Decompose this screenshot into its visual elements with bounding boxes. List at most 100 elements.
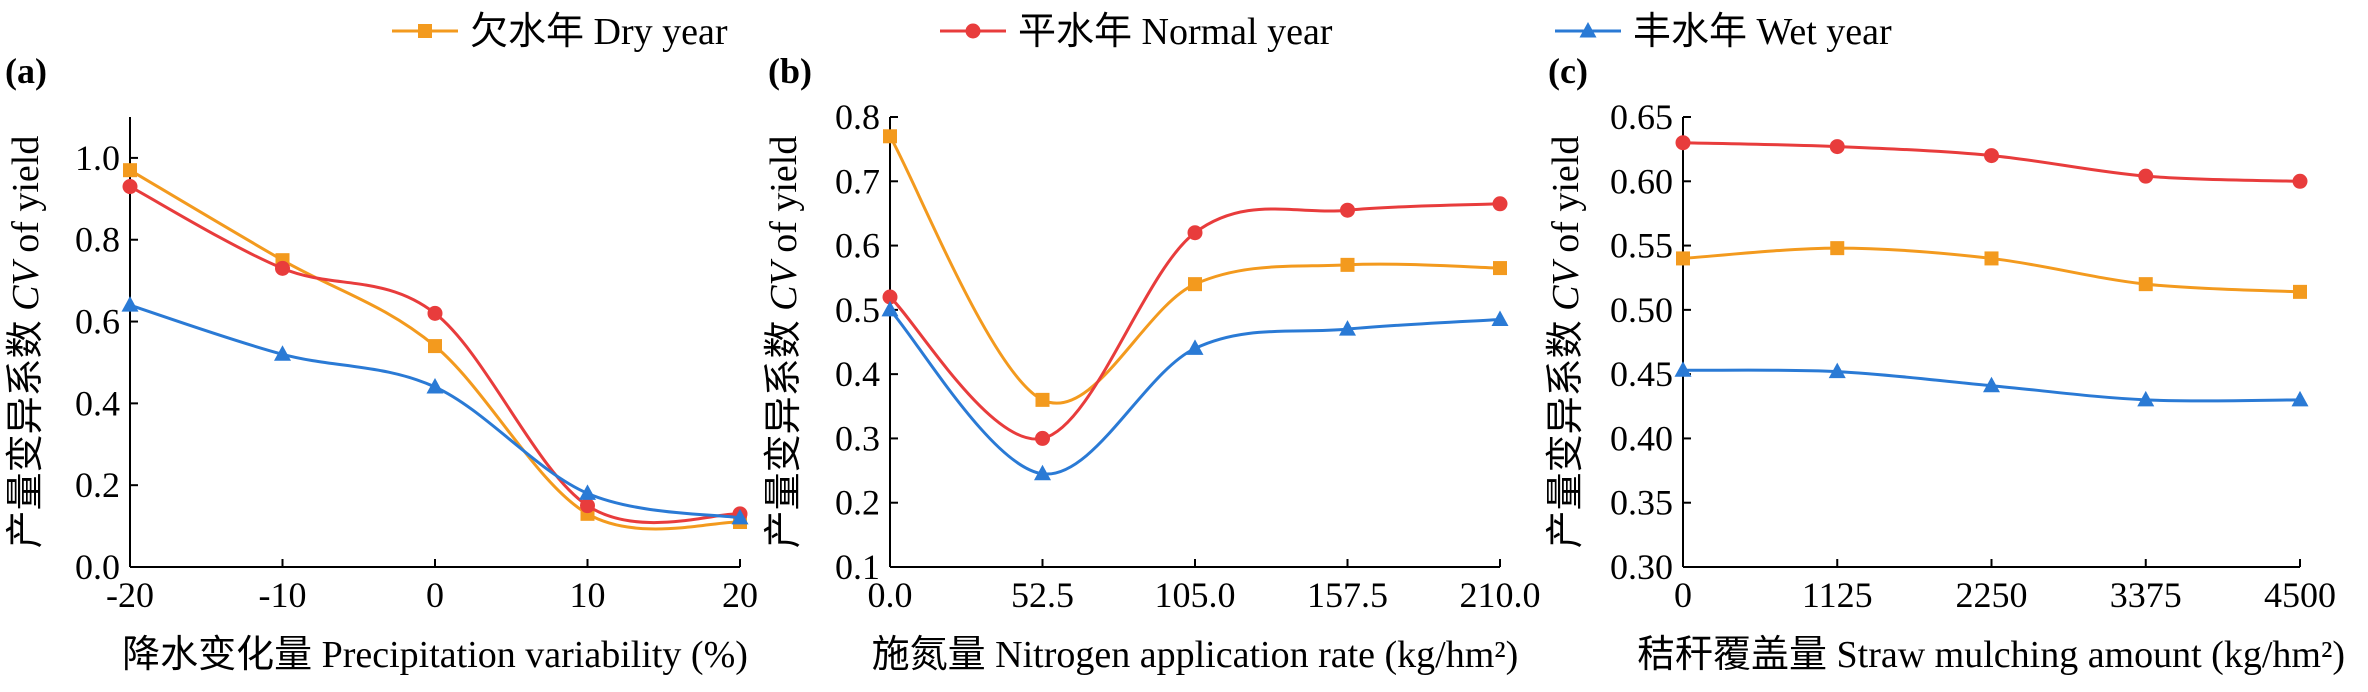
y-tick-label: 0.6 (75, 302, 120, 342)
data-point (1186, 339, 1204, 355)
y-tick-label: 0.1 (835, 547, 880, 587)
y-tick-label: 0.30 (1610, 547, 1673, 587)
y-tick-label: 1.0 (75, 138, 120, 178)
x-tick-label: 4500 (2264, 575, 2336, 615)
series-circle (882, 196, 1508, 446)
y-tick-label: 0.40 (1610, 418, 1673, 458)
series-line (888, 308, 1501, 476)
y-tick-label: 0.7 (835, 161, 880, 201)
y-tick-label: 0.55 (1610, 226, 1673, 266)
data-point (275, 260, 290, 276)
x-axis-label: 降水变化量 Precipitation variability (%) (122, 634, 748, 676)
x-tick-label: 1125 (1802, 575, 1873, 615)
data-point (2293, 284, 2307, 299)
data-point (1830, 241, 1845, 256)
x-axis-label: 施氮量 Nitrogen application rate (kg/hm²) (872, 634, 1519, 676)
data-point (1984, 148, 1999, 164)
y-tick-label: 0.65 (1610, 97, 1673, 137)
y-tick-label: 0.8 (835, 97, 880, 137)
data-point (123, 163, 137, 178)
series-triangle (1674, 361, 2309, 407)
legend-marker (418, 24, 432, 38)
x-axis-label: 秸秆覆盖量 Straw mulching amount (kg/hm²) (1637, 634, 2345, 676)
data-point (2137, 390, 2155, 407)
series-square (1676, 241, 2307, 299)
data-point (580, 498, 595, 514)
data-point (1984, 251, 1999, 266)
data-point (274, 345, 291, 361)
series-circle (1675, 135, 2308, 189)
x-tick-label: -20 (106, 575, 154, 615)
y-tick-label: 0.6 (835, 226, 880, 266)
x-tick-label: 20 (722, 575, 758, 615)
y-axis-label: 产量变异系数 CV of yield (1545, 136, 1587, 549)
x-tick-label: 105.0 (1155, 575, 1236, 615)
legend-label: 欠水年 Dry year (470, 11, 728, 53)
legend-label: 平水年 Normal year (1018, 11, 1333, 53)
series-triangle (121, 296, 749, 525)
series-line (129, 303, 741, 520)
data-point (1676, 251, 1690, 266)
y-tick-label: 0.45 (1610, 354, 1673, 394)
panel-b: 0.1 0.2 0.3 0.4 0.5 0.6 0.7 0.8 0.0 52.5 105.0 157.… (763, 51, 1541, 676)
y-tick-label: 0.60 (1610, 161, 1673, 201)
data-point (1491, 310, 1509, 326)
legend-marker (1579, 22, 1597, 38)
data-point (1983, 376, 2000, 393)
panel-c: 0.30 0.35 0.40 0.45 0.50 0.55 0.60 0.65 0 1125 225… (1545, 51, 2345, 676)
x-tick-label: 0 (1674, 575, 1692, 615)
y-axis-label: 产量变异系数 CV of yield (763, 136, 805, 549)
data-point (426, 378, 444, 394)
data-point (1187, 225, 1203, 241)
y-tick-label: 0.4 (75, 383, 120, 423)
data-point (1339, 320, 1356, 336)
series-circle (122, 179, 748, 525)
y-tick-label: 0.2 (75, 465, 120, 505)
series-line (129, 185, 741, 525)
data-point (731, 508, 749, 525)
legend-label: 丰水年 Wet year (1633, 11, 1892, 53)
y-tick-label: 0.4 (835, 354, 880, 394)
data-point (121, 296, 139, 312)
series-triangle (881, 300, 1509, 481)
data-point (1035, 430, 1050, 446)
x-tick-label: -10 (259, 575, 307, 615)
x-tick-label: 210.0 (1460, 575, 1541, 615)
series-line (888, 202, 1501, 441)
series-line (888, 135, 1501, 405)
panel-a: 0.0 0.2 0.4 0.6 0.8 1.0 -20 -10 0 10 20 (a) 降水变化量 Pr… (5, 51, 758, 676)
y-tick-label: 0.3 (835, 418, 880, 458)
x-tick-label: 157.5 (1307, 575, 1388, 615)
legend: 欠水年 Dry year 平水年 Normal year 丰水年 Wet year (392, 11, 1892, 53)
data-point (122, 179, 138, 195)
data-point (428, 339, 442, 354)
y-tick-label: 0.35 (1610, 483, 1673, 523)
y-tick-label: 0.5 (835, 290, 880, 330)
data-point (2291, 390, 2309, 407)
panel-label: (b) (768, 51, 812, 91)
data-point (1340, 257, 1355, 272)
data-point (2138, 168, 2154, 184)
y-axis-label: 产量变异系数 CV of yield (5, 136, 47, 549)
data-point (882, 289, 898, 305)
data-point (427, 305, 443, 321)
data-point (1674, 361, 1692, 377)
data-point (881, 300, 899, 317)
panel-label: (a) (5, 51, 47, 91)
data-point (2138, 277, 2153, 292)
y-tick-label: 0.50 (1610, 290, 1673, 330)
data-point (1340, 202, 1355, 218)
data-point (1828, 362, 1846, 379)
x-tick-label: 0.0 (868, 575, 913, 615)
data-point (1035, 392, 1050, 407)
x-tick-label: 3375 (2110, 575, 2182, 615)
data-point (1675, 135, 1691, 151)
series-square (883, 129, 1507, 407)
data-point (1829, 139, 1845, 155)
data-point (1492, 196, 1508, 212)
data-point (2292, 173, 2308, 189)
x-tick-label: 0 (426, 575, 444, 615)
x-tick-label: 10 (570, 575, 606, 615)
data-point (1493, 261, 1507, 276)
